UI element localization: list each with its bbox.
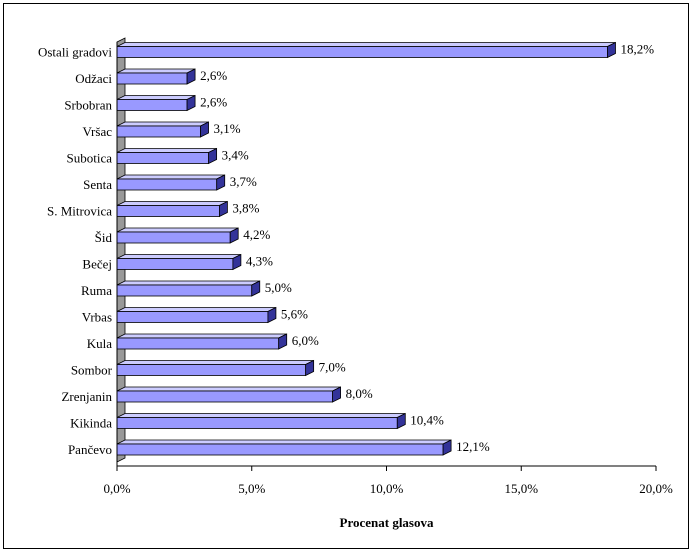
category-label-5: Senta xyxy=(83,177,112,192)
bar-end-15 xyxy=(442,439,452,456)
x-tick-label-3: 15,0% xyxy=(504,481,538,496)
category-label-14: Kikinda xyxy=(70,416,112,431)
bar-top-9 xyxy=(116,280,260,286)
data-label-9: 5,0% xyxy=(265,280,292,295)
bar-top-3 xyxy=(116,121,209,127)
bar-end-8 xyxy=(232,253,242,271)
x-axis-title: Procenat glasova xyxy=(340,515,434,530)
bar-7 xyxy=(116,231,231,244)
category-label-11: Kula xyxy=(87,336,113,351)
bar-top-7 xyxy=(116,227,239,233)
bar-top-10 xyxy=(116,307,277,312)
bar-top-14 xyxy=(116,413,406,418)
bar-top-15 xyxy=(116,439,452,445)
bar-end-14 xyxy=(396,412,406,430)
category-label-7: Šid xyxy=(95,230,113,245)
category-label-2: Srbobran xyxy=(64,98,112,113)
bar-10 xyxy=(116,311,269,323)
bar-6 xyxy=(116,205,220,217)
bar-chart: Ostali gradovi 18,2% Odžaci 2,6% Srbobran 2,6… xyxy=(38,37,673,530)
x-tick-label-1: 5,0% xyxy=(238,481,265,496)
bar-top-5 xyxy=(116,174,225,180)
bar-top-1 xyxy=(116,68,196,74)
category-label-9: Ruma xyxy=(81,283,112,298)
bar-top-11 xyxy=(116,333,287,339)
bar-end-0 xyxy=(607,41,616,59)
bar-12 xyxy=(116,364,307,376)
bar-11 xyxy=(116,337,280,350)
bar-end-3 xyxy=(200,121,209,138)
category-label-13: Zrenjanin xyxy=(61,389,112,404)
category-label-6: S. Mitrovica xyxy=(47,204,112,219)
bar-end-12 xyxy=(305,359,315,377)
category-label-0: Ostali gradovi xyxy=(38,45,112,60)
data-label-10: 5,6% xyxy=(281,307,308,322)
data-label-15: 12,1% xyxy=(456,439,490,454)
data-label-5: 3,7% xyxy=(230,174,257,189)
category-label-8: Bečej xyxy=(82,257,112,272)
category-label-1: Odžaci xyxy=(75,71,112,86)
category-label-10: Vrbas xyxy=(82,310,112,325)
x-tick-label-2: 10,0% xyxy=(370,481,404,496)
category-label-3: Vršac xyxy=(82,124,112,139)
bar-top-6 xyxy=(116,201,228,206)
bar-9 xyxy=(116,284,253,297)
data-label-4: 3,4% xyxy=(222,148,249,163)
bar-14 xyxy=(116,417,398,429)
data-label-3: 3,1% xyxy=(214,121,241,136)
bar-end-2 xyxy=(186,94,196,112)
data-label-6: 3,8% xyxy=(232,201,259,216)
bar-top-13 xyxy=(116,386,341,392)
bar-top-8 xyxy=(116,254,242,259)
bar-4 xyxy=(116,152,210,164)
x-tick-label-4: 20,0% xyxy=(639,481,673,496)
bar-end-6 xyxy=(219,200,228,218)
bar-end-5 xyxy=(216,174,226,191)
bar-3 xyxy=(116,125,201,138)
bar-top-4 xyxy=(116,148,217,153)
bar-top-0 xyxy=(116,42,616,47)
bar-end-13 xyxy=(332,386,342,403)
category-label-12: Sombor xyxy=(71,363,113,378)
data-label-7: 4,2% xyxy=(243,227,270,242)
data-label-11: 6,0% xyxy=(292,333,319,348)
bar-end-11 xyxy=(278,333,288,350)
bar-0 xyxy=(116,46,608,58)
bar-end-1 xyxy=(186,68,196,85)
bar-top-12 xyxy=(116,360,314,365)
bar-2 xyxy=(116,99,188,111)
bar-8 xyxy=(116,258,234,270)
bar-end-9 xyxy=(251,280,261,297)
x-tick-label-0: 0,0% xyxy=(103,481,130,496)
bar-5 xyxy=(116,178,218,191)
data-label-12: 7,0% xyxy=(319,360,346,375)
data-label-2: 2,6% xyxy=(200,95,227,110)
data-label-1: 2,6% xyxy=(200,68,227,83)
data-label-0: 18,2% xyxy=(620,42,654,57)
bar-1 xyxy=(116,72,188,85)
data-label-8: 4,3% xyxy=(246,254,273,269)
bar-end-4 xyxy=(208,147,218,165)
chart-frame: Ostali gradovi 18,2% Odžaci 2,6% Srbobran 2,6… xyxy=(3,3,689,549)
bar-end-10 xyxy=(267,306,277,324)
data-label-14: 10,4% xyxy=(410,413,444,428)
bar-15 xyxy=(116,443,444,456)
bar-end-7 xyxy=(229,227,239,244)
category-label-15: Pančevo xyxy=(68,442,112,457)
category-label-4: Subotica xyxy=(67,151,113,166)
data-label-13: 8,0% xyxy=(346,386,373,401)
bar-top-2 xyxy=(116,95,196,100)
bar-13 xyxy=(116,390,334,403)
